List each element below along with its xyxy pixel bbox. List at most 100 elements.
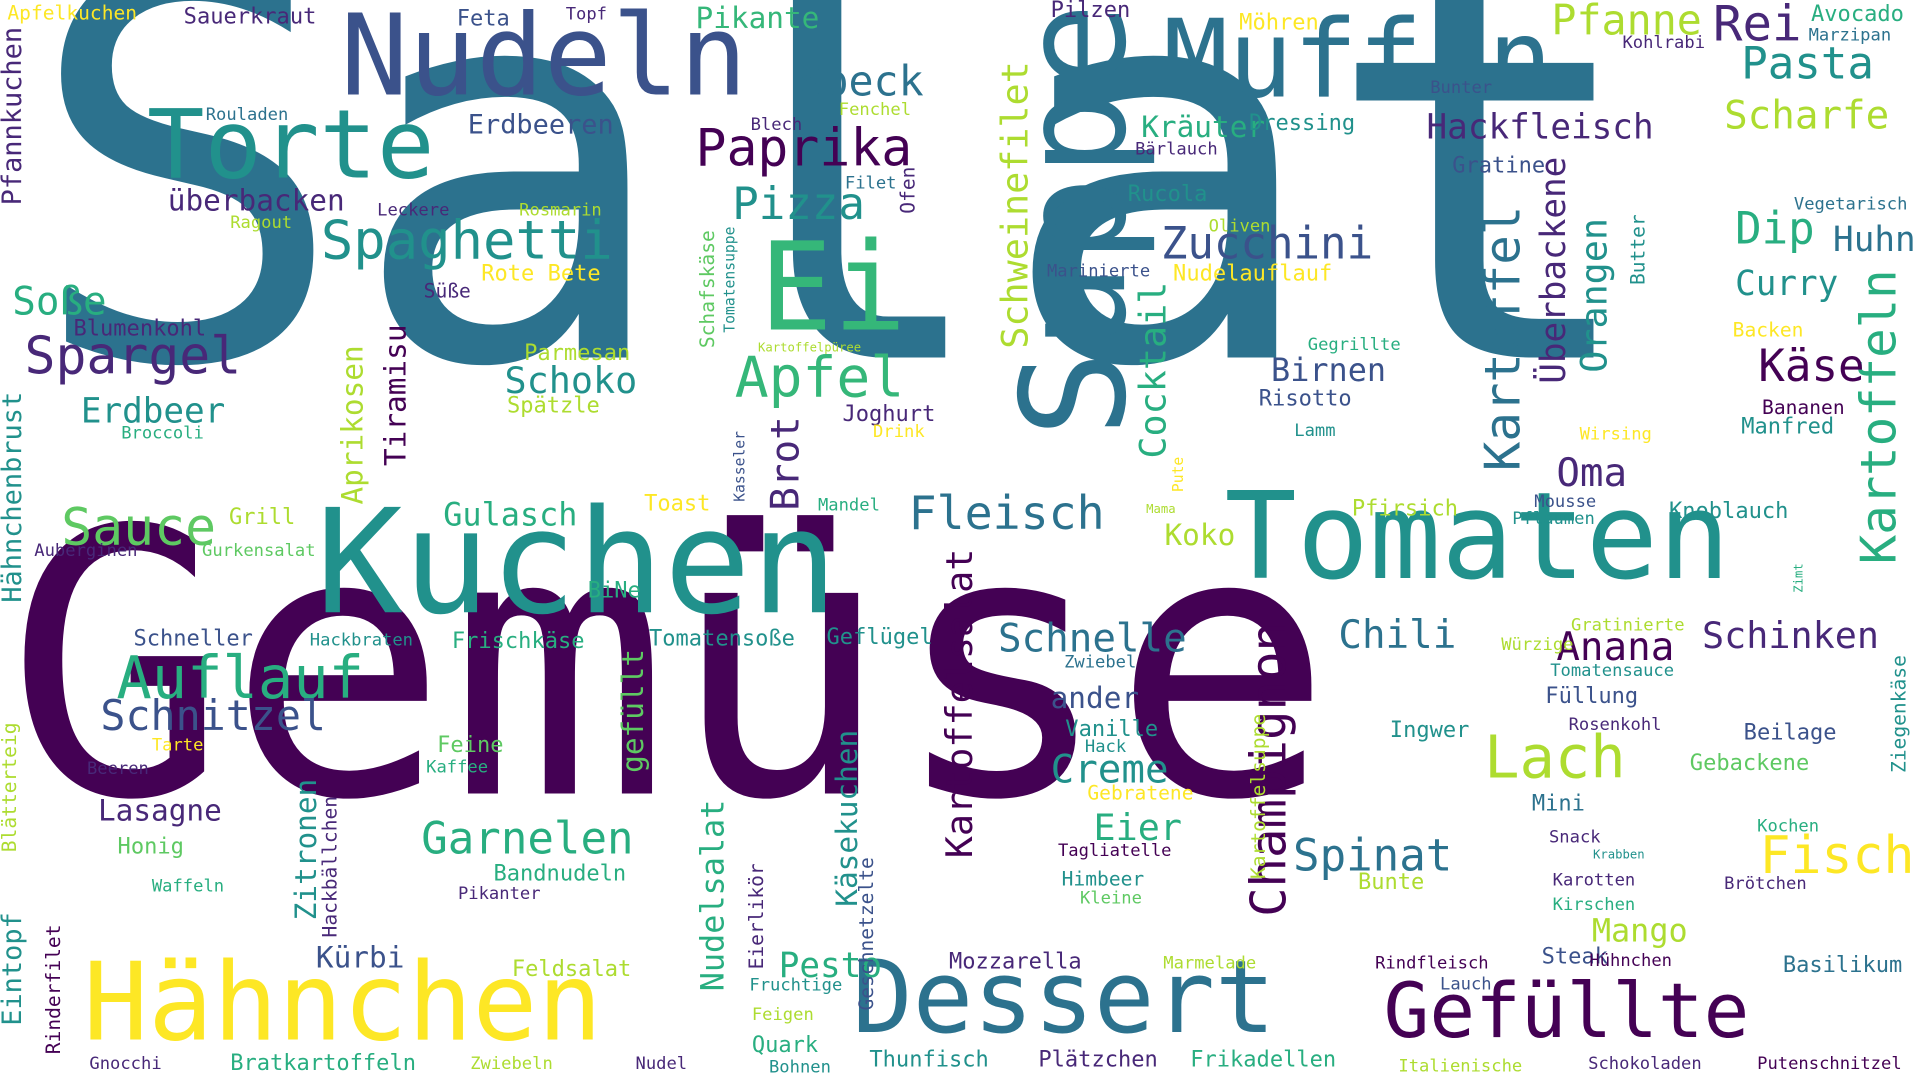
cloud-word: Schweinefilet <box>994 61 1038 349</box>
cloud-word: Auflauf <box>116 644 365 713</box>
cloud-word: Mango <box>1591 913 1688 951</box>
cloud-word: Käse <box>1758 341 1865 392</box>
cloud-word: Bananen <box>1762 395 1845 419</box>
cloud-word: Spätzle <box>506 393 600 419</box>
cloud-word: Erdbeeren <box>467 110 614 141</box>
cloud-word: Geschnetzelte <box>854 857 878 1011</box>
cloud-word: Pfirsich <box>1351 495 1459 522</box>
cloud-word: Nudelauflauf <box>1173 260 1333 287</box>
cloud-word: Pikante <box>695 1 820 36</box>
cloud-word: Soße <box>12 277 107 325</box>
cloud-word: Chili <box>1338 611 1457 658</box>
cloud-word: Sauce <box>61 497 217 558</box>
cloud-word: Schnitzel <box>100 691 327 741</box>
cloud-word: Gurkensalat <box>202 541 316 561</box>
cloud-word: Lasagne <box>97 793 222 828</box>
cloud-word: Ziegenkäse <box>1886 655 1911 774</box>
cloud-word: Brötchen <box>1724 874 1807 894</box>
cloud-word: Italienische <box>1398 1056 1523 1077</box>
cloud-word: Bratkartoffeln <box>230 1050 416 1077</box>
cloud-word: Marinierte <box>1046 262 1151 282</box>
cloud-word: Tarte <box>151 735 204 756</box>
cloud-word: Lauch <box>1440 974 1492 995</box>
cloud-word: Sauerkraut <box>183 3 317 30</box>
cloud-word: Rinderfilet <box>41 924 65 1055</box>
cloud-word: Rindfleisch <box>1375 953 1489 974</box>
cloud-word: Nudelsalat <box>695 799 733 992</box>
cloud-word: Spinat <box>1293 831 1453 882</box>
cloud-word: Thunfisch <box>869 1046 989 1073</box>
cloud-word: Kartoffeln <box>1851 269 1908 565</box>
cloud-word: Dip <box>1735 204 1815 255</box>
cloud-word: Mandel <box>817 495 880 516</box>
cloud-word: Mozzarella <box>948 948 1082 975</box>
cloud-word: Schinken <box>1702 614 1879 658</box>
cloud-word: Basilikum <box>1782 952 1903 979</box>
cloud-word: gefüllt <box>615 648 651 773</box>
cloud-word: Zwiebel <box>1064 652 1137 673</box>
cloud-word: Lamm <box>1294 421 1336 441</box>
cloud-word: Bärlauch <box>1135 139 1218 160</box>
cloud-word: Rosmarin <box>519 200 602 221</box>
cloud-word: Karotten <box>1552 870 1636 891</box>
cloud-word: Frischkäse <box>451 628 585 654</box>
cloud-word: Kochen <box>1757 816 1820 837</box>
cloud-word: Avocado <box>1811 1 1904 27</box>
cloud-word: Knoblauch <box>1668 498 1789 525</box>
cloud-word: Tomatensauce <box>1550 661 1675 681</box>
cloud-word: Pfanne <box>1551 0 1702 46</box>
cloud-word: Kuchen <box>315 477 838 647</box>
cloud-word: Spaghetti <box>320 209 613 272</box>
cloud-word: Hähnchenbrust <box>0 391 29 603</box>
cloud-word: Nudel <box>635 1054 688 1074</box>
cloud-word: Erdbeer <box>80 390 226 432</box>
cloud-word: Wirsing <box>1579 424 1652 445</box>
cloud-word: Tomatensuppe <box>721 226 739 333</box>
cloud-word: Hackbällchen <box>318 795 342 938</box>
cloud-word: Vegetarisch <box>1793 194 1908 215</box>
cloud-word: Gemüse <box>6 453 1334 881</box>
cloud-word: Bunte <box>1357 869 1425 896</box>
cloud-word: Broccoli <box>121 423 204 444</box>
cloud-word: Geflügel <box>826 624 933 651</box>
cloud-word: Bandnudeln <box>493 860 627 887</box>
cloud-word: Toast <box>644 491 711 517</box>
cloud-word: Tomatensoße <box>648 625 795 652</box>
cloud-word: Tagliatelle <box>1057 841 1172 861</box>
cloud-word: Kartoffelsalat <box>939 548 983 859</box>
cloud-word: Pesto <box>778 945 882 986</box>
cloud-word: Ragout <box>230 213 293 233</box>
cloud-word: Huhn <box>1833 219 1916 260</box>
cloud-word: Gegrillte <box>1307 335 1401 356</box>
cloud-word: Ei <box>759 215 907 359</box>
cloud-word: Schokoladen <box>1588 1054 1702 1074</box>
cloud-word: Butter <box>1626 214 1650 286</box>
cloud-word: Kleine <box>1080 888 1142 909</box>
cloud-word: Hähnchen <box>83 939 603 1066</box>
cloud-word: Koko <box>1164 517 1236 553</box>
cloud-word: Blätterteig <box>0 722 21 853</box>
cloud-word: Ofen <box>896 166 920 214</box>
cloud-word: Waffeln <box>151 876 225 897</box>
cloud-word: Zwiebeln <box>470 1054 553 1074</box>
cloud-word: Pilzen <box>1050 0 1131 24</box>
cloud-word: überbacken <box>167 183 345 218</box>
cloud-word: Scharfe <box>1724 91 1890 139</box>
cloud-word: Drink <box>873 422 925 443</box>
cloud-word: Auberginen <box>34 541 138 561</box>
cloud-word: Mama <box>1146 503 1176 517</box>
cloud-word: Kürbi <box>315 940 405 975</box>
cloud-word: Schoko <box>504 360 638 403</box>
cloud-word: Feldsalat <box>511 956 632 983</box>
cloud-word: Quark <box>751 1032 819 1058</box>
cloud-word: Gefüllte <box>1383 966 1750 1056</box>
cloud-word: Überbackene <box>1533 156 1574 384</box>
cloud-word: Nudeln <box>340 0 748 122</box>
cloud-word: Zitronen <box>288 778 324 921</box>
cloud-word: Eier <box>1093 806 1182 850</box>
cloud-word: Grill <box>228 504 296 531</box>
cloud-word: Lach <box>1484 723 1626 793</box>
cloud-word: Gnocchi <box>89 1054 162 1074</box>
cloud-word: Kirschen <box>1552 895 1636 915</box>
